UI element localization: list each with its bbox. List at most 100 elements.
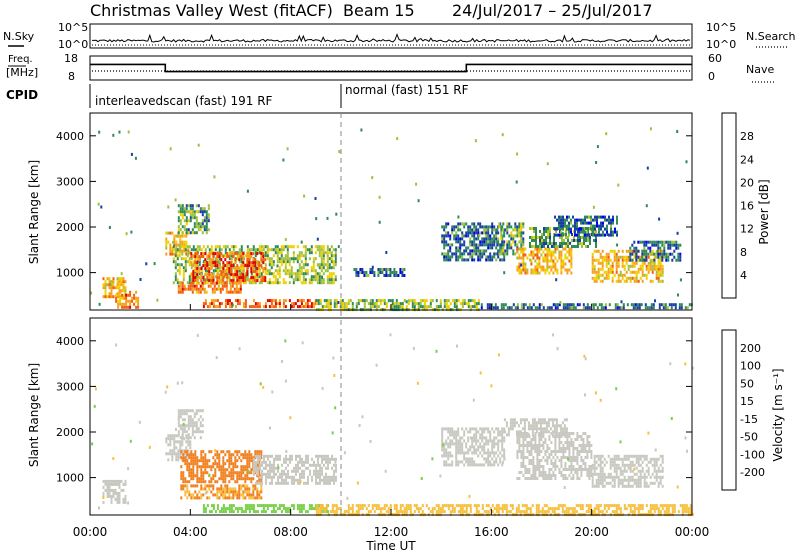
- velocity-cell: [200, 459, 203, 463]
- velocity-cell: [357, 507, 360, 511]
- velocity-cell: [283, 481, 285, 485]
- power-cell: [274, 251, 277, 255]
- power-cell: [612, 218, 614, 222]
- velocity-cell: [443, 448, 446, 452]
- power-cell: [415, 302, 418, 306]
- power-cell: [621, 261, 624, 265]
- power-cell: [304, 257, 307, 261]
- power-cell: [653, 261, 656, 265]
- power-cell: [318, 281, 321, 285]
- power-cell: [522, 243, 525, 247]
- velocity-cell: [305, 460, 307, 464]
- power-cell: [647, 264, 650, 268]
- power-cell: [500, 249, 503, 253]
- velocity-cell: [275, 472, 277, 476]
- power-cell: [641, 255, 644, 259]
- power-cell: [224, 273, 227, 277]
- velocity-cell: [186, 484, 189, 488]
- power-cell: [196, 267, 199, 271]
- power-cell: [611, 264, 614, 268]
- velocity-cell: [653, 507, 656, 511]
- power-cell: [304, 278, 307, 282]
- power-cell: [177, 225, 180, 229]
- velocity-cell: [204, 480, 207, 484]
- power-cell: [659, 255, 662, 259]
- velocity-cell: [526, 450, 529, 453]
- velocity-cell: [254, 453, 257, 457]
- power-cell: [522, 250, 525, 254]
- velocity-cell: [194, 456, 197, 460]
- power-cell: [659, 270, 662, 274]
- velocity-cell: [206, 459, 209, 463]
- velocity-cell: [285, 481, 287, 485]
- velocity-cell: [547, 510, 550, 514]
- velocity-cell: [167, 458, 170, 462]
- power-cell: [250, 252, 253, 256]
- power-cell: [224, 305, 227, 309]
- power-cell: [248, 255, 251, 259]
- power-cell: [566, 271, 569, 275]
- power-cell: [491, 231, 494, 235]
- power-cell: [613, 258, 616, 262]
- velocity-cell: [254, 510, 257, 514]
- power-cell: [463, 299, 466, 303]
- power-cell: [355, 305, 358, 309]
- velocity-cell: [445, 448, 448, 452]
- power-cell: [210, 248, 213, 252]
- power-cell: [661, 264, 664, 268]
- velocity-cell: [287, 472, 289, 476]
- velocity-cell: [421, 510, 424, 514]
- noise-right-label: N.Search: [746, 30, 796, 43]
- power-cell: [487, 228, 490, 232]
- power-cell: [649, 249, 652, 253]
- power-cell: [611, 267, 614, 271]
- velocity-cell: [585, 510, 588, 514]
- velocity-cell: [473, 451, 476, 455]
- velocity-cell: [449, 430, 452, 434]
- power-cell: [185, 216, 188, 220]
- power-cell: [580, 230, 582, 234]
- power-cell: [477, 255, 480, 259]
- power-cell: [522, 303, 525, 307]
- velocity-cell: [477, 445, 480, 449]
- power-cell: [282, 245, 285, 249]
- power-cell: [535, 230, 537, 233]
- power-cell: [559, 227, 561, 230]
- power-cell: [639, 267, 642, 271]
- power-cell: [644, 306, 647, 310]
- power-cell: [653, 240, 656, 244]
- power-cell: [220, 275, 223, 279]
- power-cell: [602, 230, 604, 234]
- power-cell: [520, 231, 523, 235]
- velocity-cell: [196, 456, 199, 460]
- power-cell: [183, 234, 186, 238]
- velocity-cell: [441, 504, 444, 508]
- velocity-cell: [445, 460, 448, 464]
- velocity-cell: [501, 463, 504, 467]
- velocity-cell: [319, 463, 321, 467]
- velocity-cell: [216, 465, 219, 469]
- power-cell: [520, 234, 523, 238]
- power-cell: [250, 272, 253, 276]
- power-cell: [290, 269, 293, 273]
- velocity-cell: [467, 457, 470, 461]
- velocity-cell: [445, 439, 448, 443]
- power-cell: [395, 302, 398, 306]
- power-cell: [489, 237, 492, 241]
- power-cell: [483, 237, 486, 241]
- velocity-cell: [534, 465, 537, 468]
- power-cell: [260, 276, 263, 280]
- power-cell: [244, 305, 247, 309]
- velocity-cell: [187, 443, 190, 447]
- velocity-cell: [325, 454, 327, 458]
- power-cell: [216, 266, 219, 270]
- power-cell: [594, 224, 596, 228]
- power-cell: [272, 263, 275, 267]
- velocity-cell: [544, 450, 547, 453]
- power-cell: [649, 246, 652, 250]
- power-cell: [176, 278, 179, 282]
- velocity-cell: [297, 469, 299, 473]
- velocity-cell: [524, 435, 527, 438]
- power-cell: [326, 269, 329, 273]
- power-cell: [556, 259, 559, 263]
